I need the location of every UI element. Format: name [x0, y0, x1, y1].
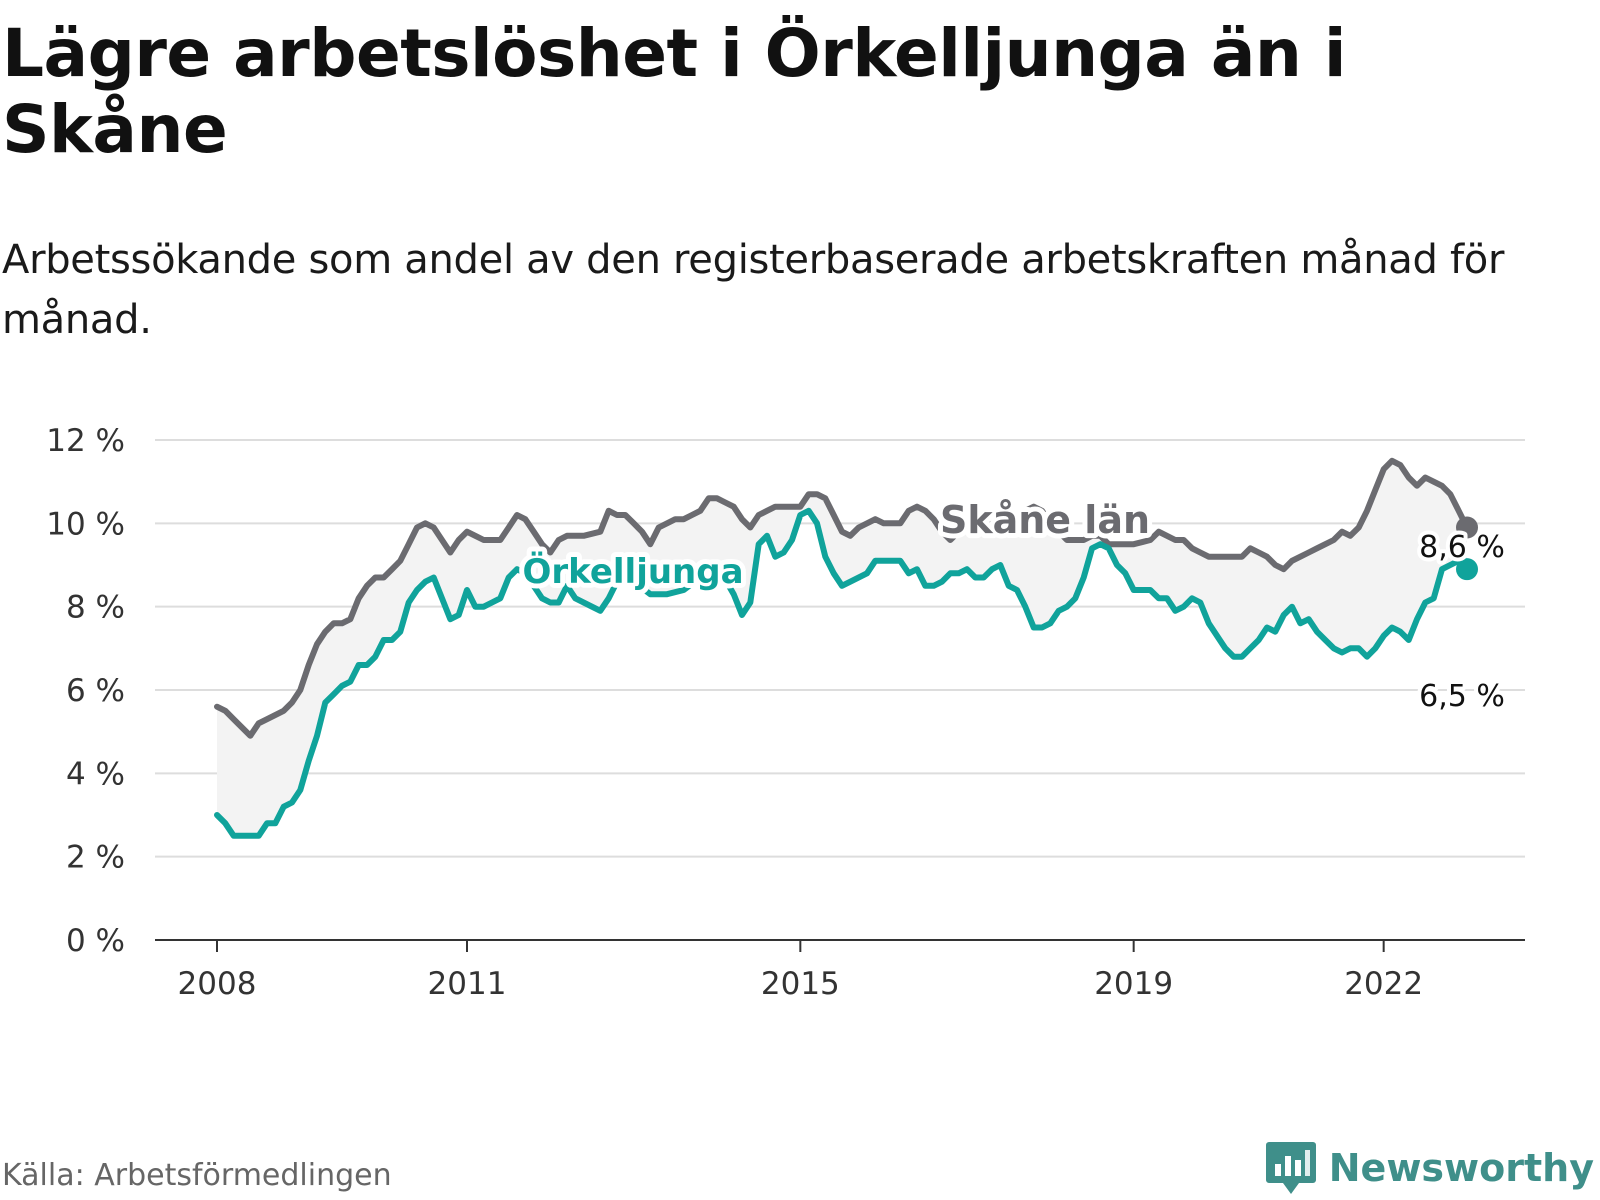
- x-tick-label: 2008: [178, 966, 257, 1002]
- x-tick-label: 2015: [761, 966, 840, 1002]
- x-tick-label: 2019: [1094, 966, 1173, 1002]
- y-axis: 0 % 2 % 4 % 6 % 8 % 10 % 12 %: [46, 423, 125, 959]
- brand-logo: Newsworthy: [1265, 1140, 1594, 1196]
- chart-title: Lägre arbetslöshet i Örkelljunga än i Sk…: [2, 15, 1346, 168]
- y-tick-label: 10 %: [46, 506, 125, 542]
- difference-band: [217, 460, 1467, 836]
- y-tick-label: 6 %: [66, 673, 125, 709]
- x-axis: 2008 2011 2015 2019 2022: [178, 940, 1423, 1002]
- series-label-orkelljunga: Örkelljunga: [522, 551, 743, 592]
- y-tick-label: 12 %: [46, 423, 125, 459]
- series-end-marker-orkelljunga: [1456, 558, 1478, 581]
- x-tick-label: 2011: [428, 966, 507, 1002]
- chart-subtitle: Arbetssökande som andel av den registerb…: [2, 237, 1505, 343]
- brand-name: Newsworthy: [1328, 1146, 1594, 1190]
- series-label-skane: Skåne län: [940, 498, 1150, 542]
- newsworthy-logo-icon: [1265, 1142, 1316, 1194]
- y-tick-label: 8 %: [66, 590, 125, 626]
- y-tick-label: 4 %: [66, 756, 125, 792]
- series-end-marker-skane: [1456, 516, 1478, 539]
- source-note: Källa: Arbetsförmedlingen: [2, 1158, 392, 1193]
- y-tick-label: 0 %: [66, 923, 125, 959]
- x-tick-label: 2022: [1344, 966, 1423, 1002]
- series-end-label-orkelljunga: 6,5 %: [1419, 679, 1505, 714]
- series-end-label-skane: 8,6 %: [1419, 530, 1505, 565]
- y-tick-label: 2 %: [66, 840, 125, 876]
- series-line-skane: [214, 457, 1470, 739]
- series-line-orkelljunga: [214, 507, 1470, 839]
